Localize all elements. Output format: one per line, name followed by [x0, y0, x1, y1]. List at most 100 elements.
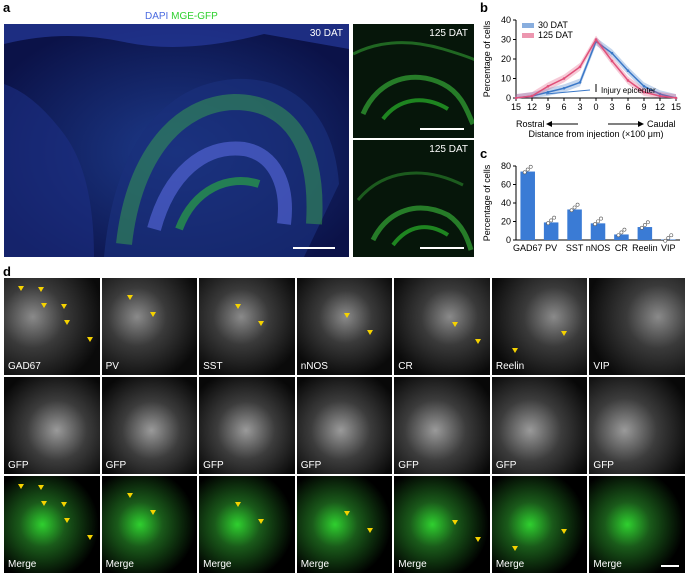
arrowhead-marker — [512, 546, 519, 551]
marker-label: nNOS — [300, 361, 328, 372]
data-point — [578, 81, 582, 84]
x-tick-label: 3 — [609, 102, 614, 112]
arrowhead-marker — [149, 312, 156, 317]
x-tick-label: 0 — [593, 102, 598, 112]
arrowhead-marker — [366, 330, 373, 335]
category-label: Reelin — [632, 243, 658, 253]
arrowhead-marker — [41, 303, 47, 308]
gfp-label: GFP — [300, 460, 322, 471]
panel-b-letter: b — [480, 0, 488, 15]
gfp-image-cell: GFP — [394, 377, 490, 474]
inset-top-svg — [353, 24, 474, 138]
marker-image-cell: PV — [101, 278, 198, 375]
legend-label: 125 DAT — [538, 30, 573, 40]
bar-data-point — [663, 238, 668, 243]
data-point — [530, 94, 534, 98]
y-tick-label: 0 — [506, 235, 511, 245]
scale-bar — [293, 247, 335, 249]
data-point — [514, 96, 518, 100]
category-label: GAD67 — [513, 243, 543, 253]
merge-label: Merge — [495, 559, 525, 570]
arrowhead-marker — [512, 348, 519, 353]
merge-image-cell: Merge — [101, 476, 198, 573]
inset-bottom-svg — [353, 140, 474, 257]
data-point — [626, 79, 630, 82]
arrowhead-marker — [343, 511, 350, 516]
bar-data-point — [599, 216, 603, 221]
category-label: CR — [615, 243, 628, 253]
category-label: PV — [545, 243, 557, 253]
arrowhead-marker — [64, 518, 70, 523]
gfp-image-cell: GFP — [296, 377, 393, 474]
data-point — [546, 90, 550, 94]
gfp-image-cell: GFP — [199, 377, 295, 474]
merge-image-cell: Merge — [296, 476, 393, 573]
category-label: VIP — [661, 243, 676, 253]
arrowhead-marker — [87, 535, 93, 540]
bar — [567, 209, 582, 240]
bar-data-point — [522, 170, 527, 175]
arrowhead-marker — [18, 484, 24, 489]
data-point — [562, 77, 566, 80]
bar — [590, 223, 606, 240]
merge-label: Merge — [105, 559, 134, 570]
arrowhead-marker — [38, 287, 45, 292]
gfp-label: GFP — [593, 460, 614, 471]
bar-data-point — [669, 233, 674, 238]
panel-c-letter: c — [480, 146, 488, 161]
data-point — [658, 92, 662, 96]
x-tick-label: 12 — [655, 102, 665, 112]
merge-label: Merge — [203, 559, 232, 570]
bar — [520, 171, 535, 240]
y-tick-label: 40 — [501, 198, 511, 208]
y-tick-label: 10 — [501, 74, 511, 84]
marker-label: VIP — [593, 361, 610, 372]
data-point — [642, 90, 646, 94]
marker-label: CR — [398, 361, 413, 372]
legend-swatch — [522, 33, 534, 38]
marker-label: Reelin — [495, 361, 525, 372]
merge-image-cell: Merge — [4, 476, 100, 573]
y-tick-label: 80 — [501, 161, 511, 171]
inset-top-image: 125 DAT — [353, 24, 474, 138]
scale-bar — [420, 247, 464, 249]
gfp-label: MGE-GFP — [171, 11, 218, 22]
merge-label: Merge — [300, 559, 330, 570]
rostral-label: Rostral — [516, 119, 545, 129]
epicenter-annotation: Injury epicenter — [601, 86, 656, 95]
bar-data-point — [642, 223, 647, 227]
marker-label: PV — [105, 361, 119, 372]
y-axis-label: Percentage of cells — [482, 20, 492, 97]
caudal-arrowhead — [638, 121, 644, 127]
arrowhead-marker — [38, 485, 45, 490]
marker-image-cell: SST — [199, 278, 295, 375]
arrowhead-marker — [452, 520, 459, 525]
gfp-label: GFP — [495, 460, 517, 471]
marker-image-grid: GAD67 PV SST nNOS CR Reelin VIP GFP GFP GFP GFP GFP… — [4, 278, 685, 573]
merge-image-cell: Merge — [589, 476, 685, 573]
bar-data-point — [549, 218, 554, 223]
epicenter-pointer — [545, 89, 591, 95]
marker-image-cell: GAD67 — [4, 278, 100, 375]
data-point — [642, 85, 646, 88]
y-tick-label: 40 — [501, 15, 511, 25]
y-tick-label: 60 — [501, 180, 511, 190]
bar — [637, 227, 653, 240]
y-tick-label: 30 — [501, 35, 511, 45]
gfp-label: GFP — [203, 460, 224, 471]
merge-image-cell: Merge — [394, 476, 490, 573]
arrowhead-marker — [366, 528, 373, 533]
bar-chart: 0 20 40 60 80 Percentage of cells GAD67 PV SST nN… — [482, 161, 680, 253]
gfp-image-cell: GFP — [589, 377, 685, 474]
arrowhead-marker — [18, 286, 24, 291]
marker-image-cell: Reelin — [491, 278, 588, 375]
bar — [543, 222, 559, 240]
inset-bottom-label: 125 DAT — [429, 144, 468, 155]
scale-bar — [660, 565, 679, 567]
arrowhead-marker — [560, 331, 567, 336]
gfp-label: GFP — [8, 460, 29, 471]
bar-data-point — [525, 167, 530, 172]
gfp-label: GFP — [398, 460, 419, 471]
merge-label: Merge — [398, 559, 427, 570]
gfp-image-cell: GFP — [491, 377, 588, 474]
